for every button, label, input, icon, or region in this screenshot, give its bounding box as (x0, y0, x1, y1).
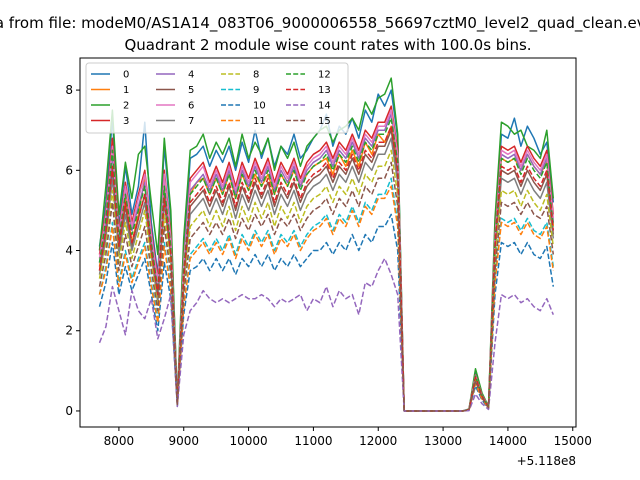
legend-label-0: 0 (123, 70, 129, 81)
series-line-12 (98, 117, 555, 412)
legend-label-15: 15 (318, 116, 331, 127)
legend-label-4: 4 (188, 70, 194, 81)
y-tick-label-4: 4 (65, 244, 73, 258)
y-tick-label-2: 2 (65, 324, 73, 338)
legend-label-8: 8 (253, 70, 259, 81)
legend-label-11: 11 (253, 116, 266, 127)
legend-label-5: 5 (188, 85, 194, 96)
axes-layer: 8000 9000 10000 11000 12000 13000 14000 15000 0 2… (65, 57, 592, 468)
x-tick-label-11000: 11000 (294, 434, 332, 448)
x-tick-label-15000: 15000 (554, 434, 592, 448)
legend-label-9: 9 (253, 85, 259, 96)
x-offset-label: +5.118e8 (517, 454, 576, 468)
legend-label-7: 7 (188, 116, 194, 127)
x-tick-label-13000: 13000 (424, 434, 462, 448)
legend-label-14: 14 (318, 101, 331, 112)
x-tick-label-12000: 12000 (359, 434, 397, 448)
series-line-11 (98, 185, 555, 412)
y-tick-label-8: 8 (65, 83, 73, 97)
plot-frame (79, 57, 577, 428)
figure-suptitle: Plots for data from file: modeM0/AS1A14_… (0, 14, 640, 32)
y-tick-label-0: 0 (65, 404, 73, 418)
series-layer (98, 77, 555, 412)
legend-label-10: 10 (253, 101, 266, 112)
legend-label-6: 6 (188, 101, 194, 112)
x-tick-label-8000: 8000 (104, 434, 135, 448)
legend-box (85, 62, 349, 134)
x-tick-label-9000: 9000 (168, 434, 199, 448)
legend-label-13: 13 (318, 85, 331, 96)
x-tick-label-14000: 14000 (489, 434, 527, 448)
legend-label-3: 3 (123, 116, 129, 127)
legend-label-12: 12 (318, 70, 331, 81)
series-line-15 (98, 161, 555, 412)
legend-label-2: 2 (123, 101, 129, 112)
x-tick-label-10000: 10000 (229, 434, 267, 448)
y-tick-label-6: 6 (65, 163, 73, 177)
chart-title: Quadrant 2 module wise count rates with … (124, 36, 532, 54)
series-line-10 (98, 213, 555, 412)
legend-label-1: 1 (123, 85, 129, 96)
